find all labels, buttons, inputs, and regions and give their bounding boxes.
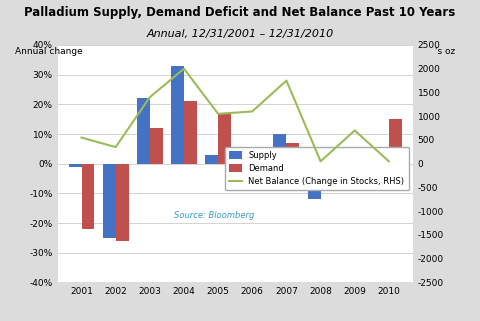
Bar bbox=[389, 119, 402, 164]
Bar bbox=[274, 134, 287, 164]
Bar bbox=[376, 152, 389, 164]
Bar bbox=[287, 143, 300, 164]
Net Balance (Change in Stocks, RHS) bbox=[386, 160, 392, 163]
Bar bbox=[150, 128, 163, 164]
Net Balance (Change in Stocks, RHS) bbox=[250, 109, 255, 113]
Bar bbox=[82, 164, 95, 229]
Bar bbox=[69, 164, 82, 167]
Bar bbox=[308, 164, 321, 199]
Text: Annual change: Annual change bbox=[15, 47, 83, 56]
Net Balance (Change in Stocks, RHS) bbox=[181, 67, 187, 71]
Bar bbox=[137, 98, 150, 164]
Net Balance (Change in Stocks, RHS) bbox=[79, 136, 84, 140]
Net Balance (Change in Stocks, RHS) bbox=[284, 79, 289, 82]
Net Balance (Change in Stocks, RHS) bbox=[318, 160, 324, 163]
Net Balance (Change in Stocks, RHS) bbox=[215, 112, 221, 116]
Bar bbox=[218, 113, 231, 164]
Net Balance (Change in Stocks, RHS) bbox=[147, 95, 153, 99]
Net Balance (Change in Stocks, RHS) bbox=[113, 145, 119, 149]
Text: Palladium Supply, Demand Deficit and Net Balance Past 10 Years: Palladium Supply, Demand Deficit and Net… bbox=[24, 6, 456, 19]
Bar bbox=[240, 164, 252, 169]
Bar bbox=[342, 164, 355, 173]
Bar bbox=[184, 101, 197, 164]
Text: 's oz: 's oz bbox=[435, 47, 456, 56]
Net Balance (Change in Stocks, RHS) bbox=[352, 128, 358, 132]
Bar bbox=[205, 155, 218, 164]
Text: Annual, 12/31/2001 – 12/31/2010: Annual, 12/31/2001 – 12/31/2010 bbox=[146, 29, 334, 39]
Bar bbox=[252, 164, 265, 169]
Bar bbox=[171, 66, 184, 164]
Bar bbox=[103, 164, 116, 238]
Bar bbox=[116, 164, 129, 241]
Text: Source: Bloomberg: Source: Bloomberg bbox=[174, 211, 254, 220]
Line: Net Balance (Change in Stocks, RHS): Net Balance (Change in Stocks, RHS) bbox=[82, 69, 389, 161]
Bar bbox=[321, 164, 334, 167]
Bar bbox=[355, 164, 368, 173]
Legend: Supply, Demand, Net Balance (Change in Stocks, RHS): Supply, Demand, Net Balance (Change in S… bbox=[225, 147, 408, 190]
